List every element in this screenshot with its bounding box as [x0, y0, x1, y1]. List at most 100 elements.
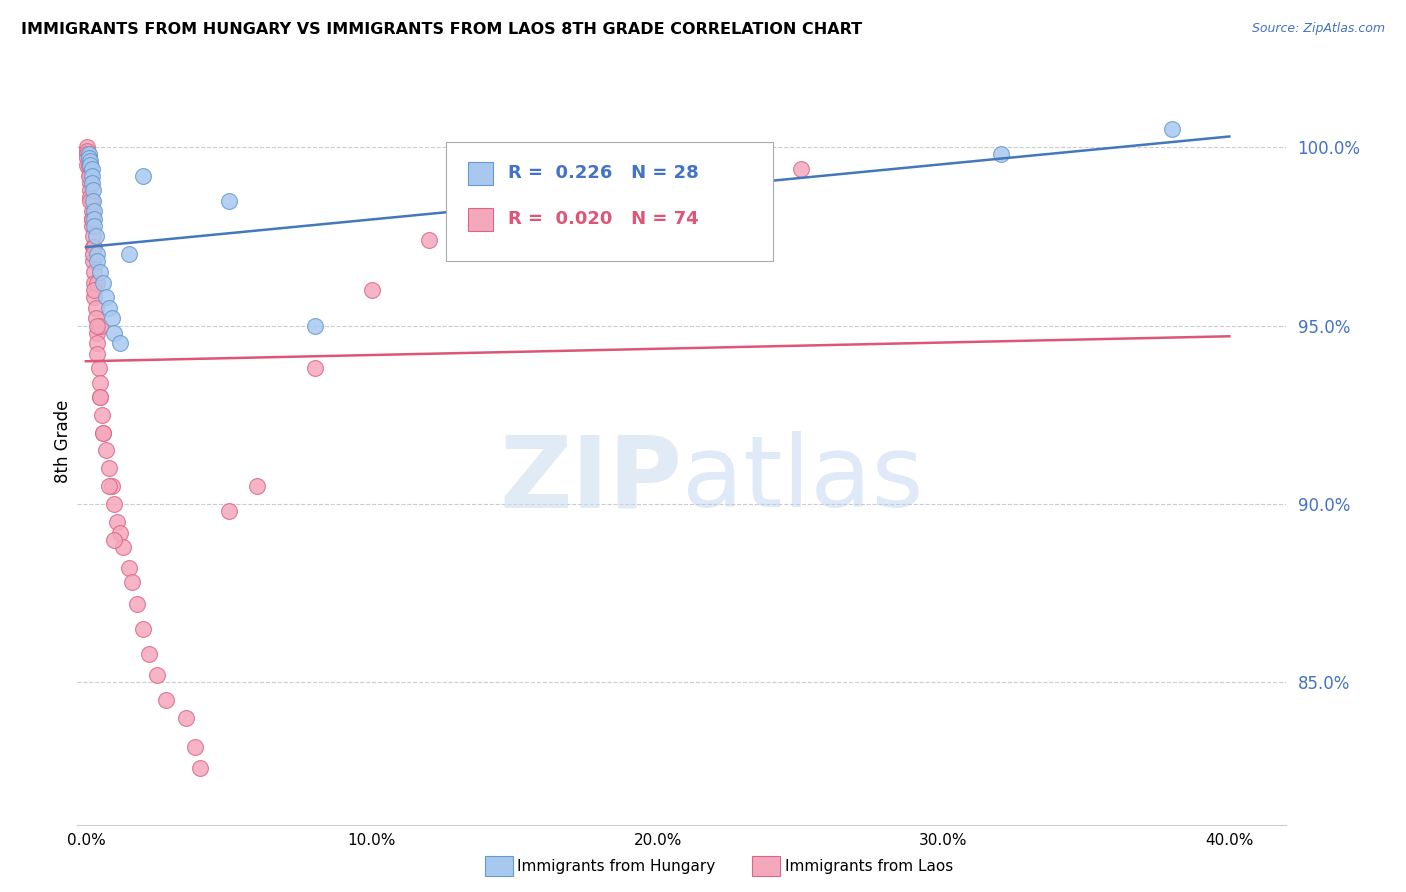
- Point: [89, 265, 111, 279]
- Point: [89, 318, 111, 333]
- Bar: [468, 208, 494, 230]
- Point: [647, 176, 669, 190]
- Text: Immigrants from Hungary: Immigrants from Hungary: [517, 859, 716, 873]
- Point: [1161, 122, 1184, 136]
- Point: [76, 151, 98, 165]
- Point: [132, 169, 155, 183]
- Point: [118, 561, 141, 575]
- Point: [77, 147, 100, 161]
- Text: Source: ZipAtlas.com: Source: ZipAtlas.com: [1251, 22, 1385, 36]
- Point: [77, 151, 100, 165]
- Point: [103, 497, 125, 511]
- Point: [91, 425, 114, 440]
- Point: [105, 515, 128, 529]
- Point: [100, 479, 122, 493]
- Point: [132, 622, 155, 636]
- Point: [86, 318, 108, 333]
- Point: [86, 247, 108, 261]
- Point: [80, 176, 103, 190]
- Point: [89, 376, 111, 390]
- Point: [188, 761, 211, 775]
- Point: [79, 176, 101, 190]
- Point: [89, 390, 111, 404]
- Point: [108, 336, 131, 351]
- Text: Immigrants from Laos: Immigrants from Laos: [785, 859, 953, 873]
- Point: [79, 190, 101, 204]
- Point: [82, 247, 104, 261]
- Point: [86, 326, 108, 340]
- Point: [83, 240, 105, 254]
- Y-axis label: 8th Grade: 8th Grade: [53, 400, 72, 483]
- Point: [77, 169, 100, 183]
- Point: [79, 165, 101, 179]
- Point: [83, 265, 105, 279]
- Point: [97, 479, 120, 493]
- Point: [304, 361, 326, 376]
- Bar: [468, 161, 494, 185]
- Point: [91, 425, 114, 440]
- Point: [84, 229, 107, 244]
- Point: [77, 161, 100, 176]
- Point: [118, 247, 141, 261]
- Point: [127, 597, 149, 611]
- Point: [86, 276, 108, 290]
- Point: [76, 147, 98, 161]
- Point: [83, 290, 105, 304]
- Point: [218, 504, 240, 518]
- Point: [86, 336, 108, 351]
- Point: [77, 151, 100, 165]
- Point: [91, 276, 114, 290]
- Point: [174, 711, 197, 725]
- Point: [83, 204, 105, 219]
- Point: [360, 283, 382, 297]
- Point: [80, 211, 103, 226]
- Point: [108, 525, 131, 540]
- Point: [82, 229, 104, 244]
- Point: [112, 540, 135, 554]
- Point: [80, 204, 103, 219]
- Point: [77, 158, 100, 172]
- Point: [94, 443, 117, 458]
- Point: [76, 158, 98, 172]
- Point: [84, 301, 107, 315]
- Point: [82, 194, 104, 208]
- Point: [103, 326, 125, 340]
- Text: R =  0.226   N = 28: R = 0.226 N = 28: [508, 164, 699, 182]
- Point: [79, 169, 101, 183]
- Point: [80, 169, 103, 183]
- Point: [218, 194, 240, 208]
- Point: [100, 311, 122, 326]
- Point: [83, 283, 105, 297]
- Point: [183, 739, 205, 754]
- Point: [89, 390, 111, 404]
- Text: ZIP: ZIP: [499, 432, 682, 528]
- Point: [418, 233, 440, 247]
- Text: R =  0.020   N = 74: R = 0.020 N = 74: [508, 211, 699, 228]
- Point: [87, 361, 110, 376]
- Point: [80, 219, 103, 233]
- Point: [86, 347, 108, 361]
- FancyBboxPatch shape: [446, 143, 773, 261]
- Point: [82, 254, 104, 268]
- Point: [76, 140, 98, 154]
- Point: [82, 183, 104, 197]
- Point: [80, 211, 103, 226]
- Point: [82, 240, 104, 254]
- Point: [990, 147, 1012, 161]
- Point: [76, 144, 98, 158]
- Text: IMMIGRANTS FROM HUNGARY VS IMMIGRANTS FROM LAOS 8TH GRADE CORRELATION CHART: IMMIGRANTS FROM HUNGARY VS IMMIGRANTS FR…: [21, 22, 862, 37]
- Text: atlas: atlas: [682, 432, 924, 528]
- Point: [83, 219, 105, 233]
- Point: [80, 211, 103, 226]
- Point: [83, 276, 105, 290]
- Point: [304, 318, 326, 333]
- Point: [138, 647, 160, 661]
- Point: [246, 479, 269, 493]
- Point: [80, 194, 103, 208]
- Point: [83, 211, 105, 226]
- Point: [503, 194, 526, 208]
- Point: [86, 254, 108, 268]
- Point: [97, 301, 120, 315]
- Point: [79, 194, 101, 208]
- Point: [90, 408, 112, 422]
